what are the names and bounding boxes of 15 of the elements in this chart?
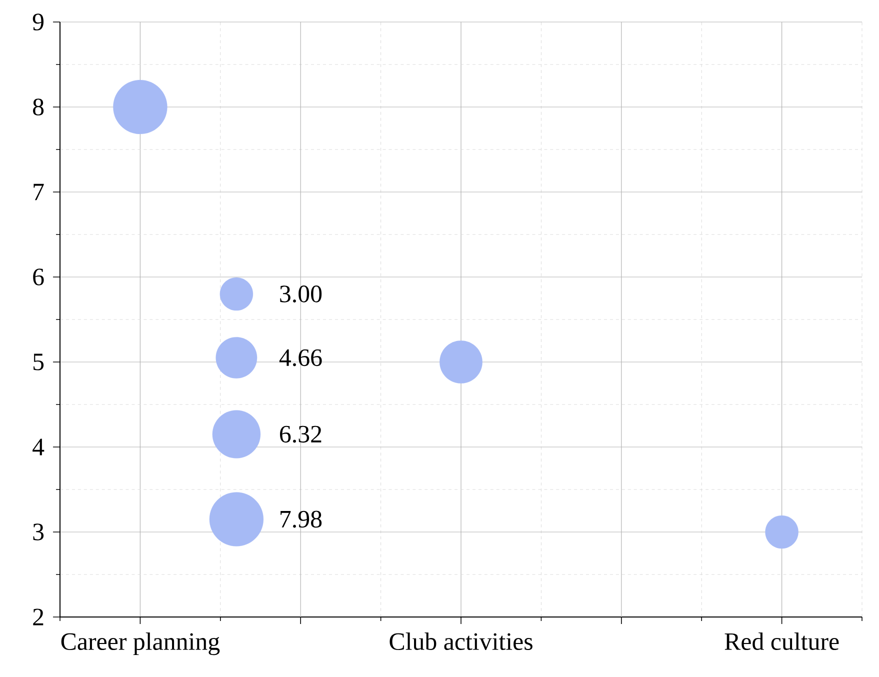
y-tick-label: 9 — [32, 14, 44, 30]
y-tick-label: 7 — [34, 184, 44, 200]
legend-label: 4.66 — [279, 349, 322, 366]
y-tick-label: 2 — [33, 608, 44, 626]
y-tick-label: 6 — [33, 268, 44, 286]
y-tick-label: 4 — [32, 438, 44, 456]
x-tick-label: Red culture — [724, 632, 839, 650]
y-tick-label: 5 — [34, 354, 44, 370]
x-tick-label: Career planning — [61, 632, 220, 656]
legend-label: 3.00 — [280, 286, 322, 302]
y-tick-label: 8 — [33, 98, 44, 116]
legend-label: 7.98 — [280, 510, 322, 528]
legend-label: 6.32 — [280, 426, 322, 443]
x-tick-label: Club activities — [390, 632, 532, 650]
y-tick-label: 3 — [33, 524, 44, 540]
